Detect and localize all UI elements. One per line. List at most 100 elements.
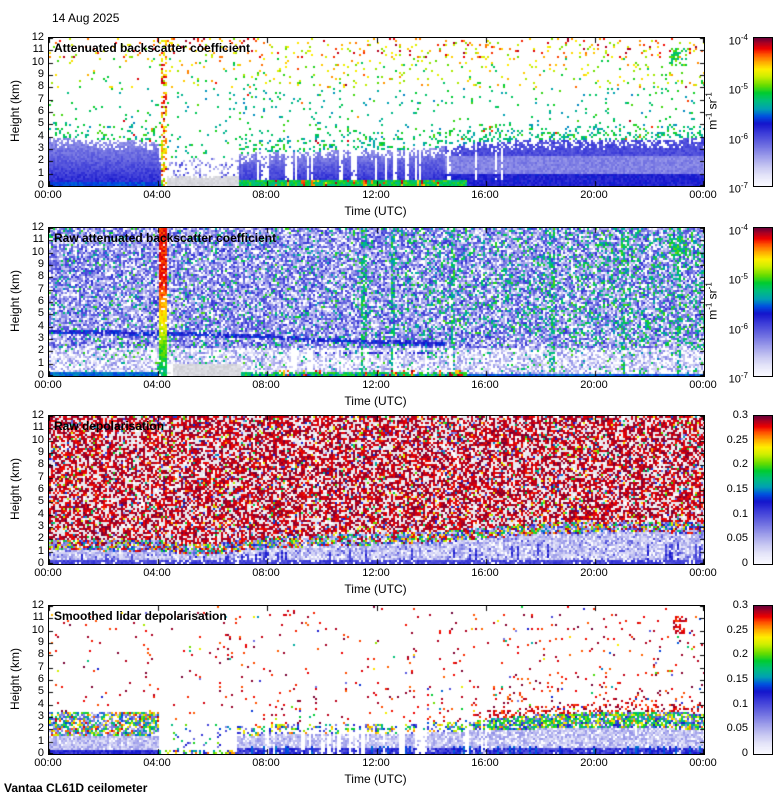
x-tick-label: 04:00	[143, 757, 171, 769]
raw-attenuated-backscatter-heatmap	[48, 227, 705, 377]
instrument-label: Vantaa CL61D ceilometer	[4, 781, 148, 795]
y-tick-label: 7	[37, 661, 44, 673]
colorbar-tick-label: 0.2	[732, 458, 748, 470]
x-tick-label: 04:00	[143, 567, 171, 579]
colorbar-tick-label: 0	[741, 557, 748, 569]
x-tick-label: 12:00	[362, 379, 390, 391]
x-tick-label: 00:00	[689, 189, 717, 201]
x-tick-label: 16:00	[471, 379, 499, 391]
x-tick-label: 08:00	[252, 189, 280, 201]
y-tick-label: 10	[31, 434, 44, 446]
x-tick-label: 12:00	[362, 189, 390, 201]
y-tick-label: 0	[37, 179, 44, 191]
y-tick-label: 12	[31, 599, 44, 611]
y-tick-label: 12	[31, 409, 44, 421]
colorbar-tick-label: 0.05	[726, 722, 748, 734]
x-tick-label: 00:00	[34, 567, 62, 579]
x-tick-label: 16:00	[471, 189, 499, 201]
y-tick-label: 5	[37, 685, 44, 697]
x-tick-label: 00:00	[689, 757, 717, 769]
y-tick-label: 8	[37, 648, 44, 660]
x-tick-label: 20:00	[580, 379, 608, 391]
y-tick-label: 2	[37, 154, 44, 166]
y-tick-label: 5	[37, 117, 44, 129]
y-tick-label: 8	[37, 270, 44, 282]
colorbar-tick-label: 0.25	[726, 434, 748, 446]
y-tick-label: 5	[37, 307, 44, 319]
x-tick-label: 04:00	[143, 379, 171, 391]
colorbar	[753, 415, 773, 565]
y-tick-label: 3	[37, 710, 44, 722]
x-tick-label: 00:00	[34, 379, 62, 391]
colorbar-tick-label: 10-5	[728, 272, 748, 287]
colorbar-tick-label: 0.3	[732, 409, 748, 421]
y-tick-label: 2	[37, 722, 44, 734]
y-tick-label: 0	[37, 747, 44, 759]
x-axis-label: Time (UTC)	[344, 582, 407, 596]
colorbar-tick-label: 10-7	[728, 371, 748, 386]
x-axis-label: Time (UTC)	[344, 204, 407, 218]
y-tick-label: 8	[37, 458, 44, 470]
y-tick-label: 7	[37, 471, 44, 483]
y-tick-label: 11	[32, 233, 44, 245]
y-tick-label: 6	[37, 483, 44, 495]
y-tick-label: 4	[37, 508, 44, 520]
x-tick-label: 20:00	[580, 189, 608, 201]
y-tick-label: 3	[37, 142, 44, 154]
colorbar-tick-label: 0.1	[732, 698, 748, 710]
y-tick-label: 9	[37, 258, 44, 270]
y-tick-label: 1	[37, 357, 44, 369]
y-tick-label: 12	[31, 221, 44, 233]
smoothed-depolarisation-heatmap	[48, 605, 705, 755]
colorbar-tick-label: 0.1	[732, 508, 748, 520]
y-tick-label: 10	[31, 624, 44, 636]
y-tick-label: 1	[37, 545, 44, 557]
raw-depolarisation-heatmap	[48, 415, 705, 565]
y-tick-label: 11	[32, 43, 44, 55]
x-axis-label: Time (UTC)	[344, 394, 407, 408]
panel-title: Attenuated backscatter coefficient	[54, 41, 251, 55]
y-tick-label: 9	[37, 636, 44, 648]
y-tick-label: 9	[37, 446, 44, 458]
colorbar-tick-label: 10-4	[728, 223, 748, 238]
y-tick-label: 3	[37, 332, 44, 344]
colorbar-unit-label: m-1 sr-1	[704, 92, 720, 130]
x-tick-label: 20:00	[580, 567, 608, 579]
date-title: 14 Aug 2025	[52, 11, 120, 25]
x-tick-label: 00:00	[34, 189, 62, 201]
x-tick-label: 20:00	[580, 757, 608, 769]
y-tick-label: 6	[37, 105, 44, 117]
y-tick-label: 2	[37, 344, 44, 356]
y-tick-label: 4	[37, 698, 44, 710]
attenuated-backscatter-heatmap	[48, 37, 705, 187]
colorbar-tick-label: 0.2	[732, 648, 748, 660]
y-tick-label: 7	[37, 283, 44, 295]
y-tick-label: 3	[37, 520, 44, 532]
colorbar	[753, 37, 773, 187]
colorbar-tick-label: 10-4	[728, 33, 748, 48]
colorbar-tick-label: 10-6	[728, 132, 748, 147]
x-tick-label: 08:00	[252, 567, 280, 579]
y-tick-label: 1	[37, 735, 44, 747]
y-tick-label: 4	[37, 130, 44, 142]
x-tick-label: 00:00	[689, 379, 717, 391]
x-tick-label: 04:00	[143, 189, 171, 201]
colorbar-tick-label: 10-5	[728, 82, 748, 97]
y-tick-label: 10	[31, 56, 44, 68]
panel-title: Smoothed lidar depolarisation	[54, 609, 227, 623]
colorbar-tick-label: 0.25	[726, 624, 748, 636]
panel-title: Raw depolarisation	[54, 419, 165, 433]
x-tick-label: 12:00	[362, 567, 390, 579]
colorbar-tick-label: 0.05	[726, 532, 748, 544]
colorbar-unit-label: m-1 sr-1	[704, 282, 720, 320]
x-tick-label: 08:00	[252, 379, 280, 391]
x-tick-label: 00:00	[34, 757, 62, 769]
y-tick-label: 6	[37, 295, 44, 307]
colorbar-tick-label: 0	[741, 747, 748, 759]
colorbar-tick-label: 0.3	[732, 599, 748, 611]
colorbar-tick-label: 0.15	[726, 673, 748, 685]
y-tick-label: 11	[32, 611, 44, 623]
y-tick-label: 10	[31, 246, 44, 258]
x-tick-label: 12:00	[362, 757, 390, 769]
